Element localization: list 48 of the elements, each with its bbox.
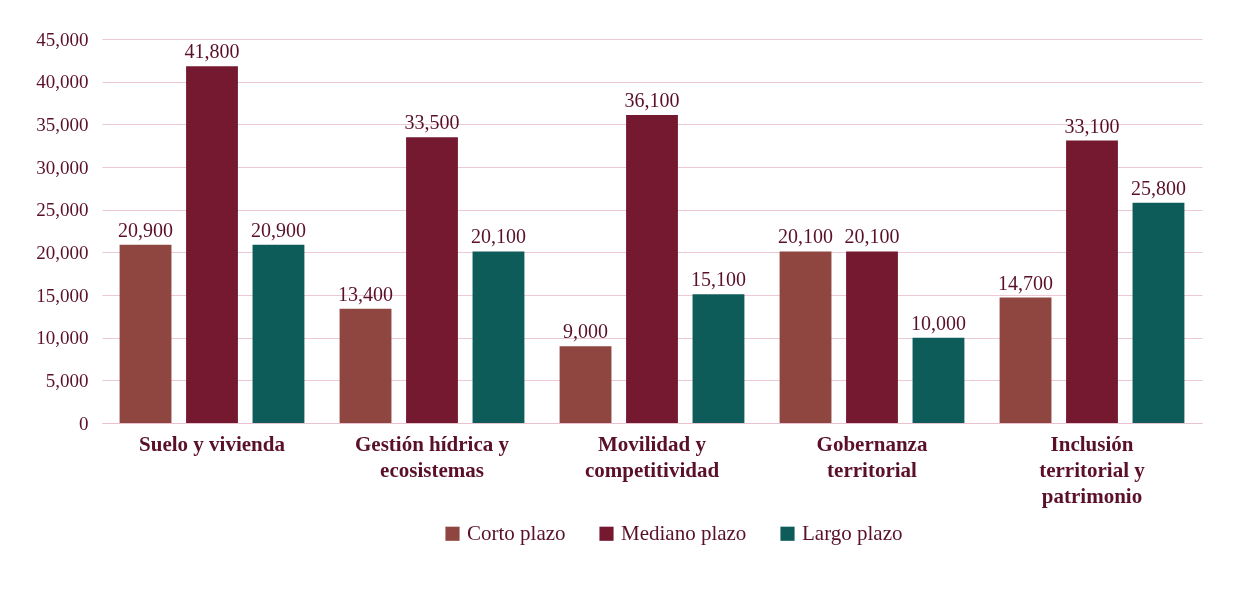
y-tick-label: 45,000	[36, 28, 89, 50]
bar	[1066, 140, 1118, 423]
data-label: 33,100	[1064, 114, 1120, 137]
bar	[252, 244, 305, 423]
bar	[406, 137, 458, 423]
bar	[186, 66, 238, 423]
bar	[559, 346, 612, 423]
x-tick-label: Gestión hídrica y ecosistemas	[354, 431, 510, 482]
x-tick-label: Suelo y vivienda	[139, 431, 286, 456]
data-label: 36,100	[624, 88, 680, 111]
data-label: 15,100	[690, 268, 746, 291]
bar	[912, 337, 965, 423]
data-label: 13,400	[338, 282, 394, 305]
bar	[692, 294, 745, 423]
y-tick-label: 10,000	[36, 327, 89, 349]
x-tick-label: Inclusión territorial y patrimonio	[1039, 431, 1146, 508]
data-label: 20,100	[778, 225, 834, 248]
bar	[999, 297, 1052, 423]
data-label: 10,000	[910, 311, 966, 334]
y-tick-label: 5,000	[45, 369, 89, 391]
bar	[1132, 202, 1185, 423]
legend-label: Mediano plazo	[621, 520, 747, 545]
data-label: 9,000	[563, 320, 609, 343]
x-tick-label: Gobernanza territorial	[816, 431, 928, 482]
bar	[626, 114, 678, 423]
y-tick-label: 35,000	[36, 113, 89, 135]
data-label: 20,900	[250, 218, 306, 241]
data-label: 20,100	[844, 225, 900, 248]
legend-label: Corto plazo	[467, 520, 566, 545]
bar	[339, 308, 392, 423]
legend-label: Largo plazo	[802, 520, 903, 545]
bar	[119, 244, 172, 423]
data-label: 20,900	[118, 218, 174, 241]
data-label: 25,800	[1130, 176, 1186, 199]
y-tick-label: 25,000	[36, 199, 89, 221]
bar	[472, 251, 525, 423]
y-tick-label: 20,000	[36, 241, 89, 263]
data-label: 14,700	[998, 271, 1054, 294]
y-tick-label: 15,000	[36, 284, 89, 306]
y-tick-label: 30,000	[36, 156, 89, 178]
bar	[846, 251, 898, 423]
data-label: 41,800	[184, 40, 240, 63]
x-tick-label: Movilidad y competitividad	[584, 431, 720, 482]
y-tick-label: 40,000	[36, 71, 89, 93]
data-label: 20,100	[470, 225, 526, 248]
data-label: 33,500	[404, 111, 460, 134]
bar	[779, 251, 832, 423]
y-tick-label: 0	[79, 412, 89, 434]
